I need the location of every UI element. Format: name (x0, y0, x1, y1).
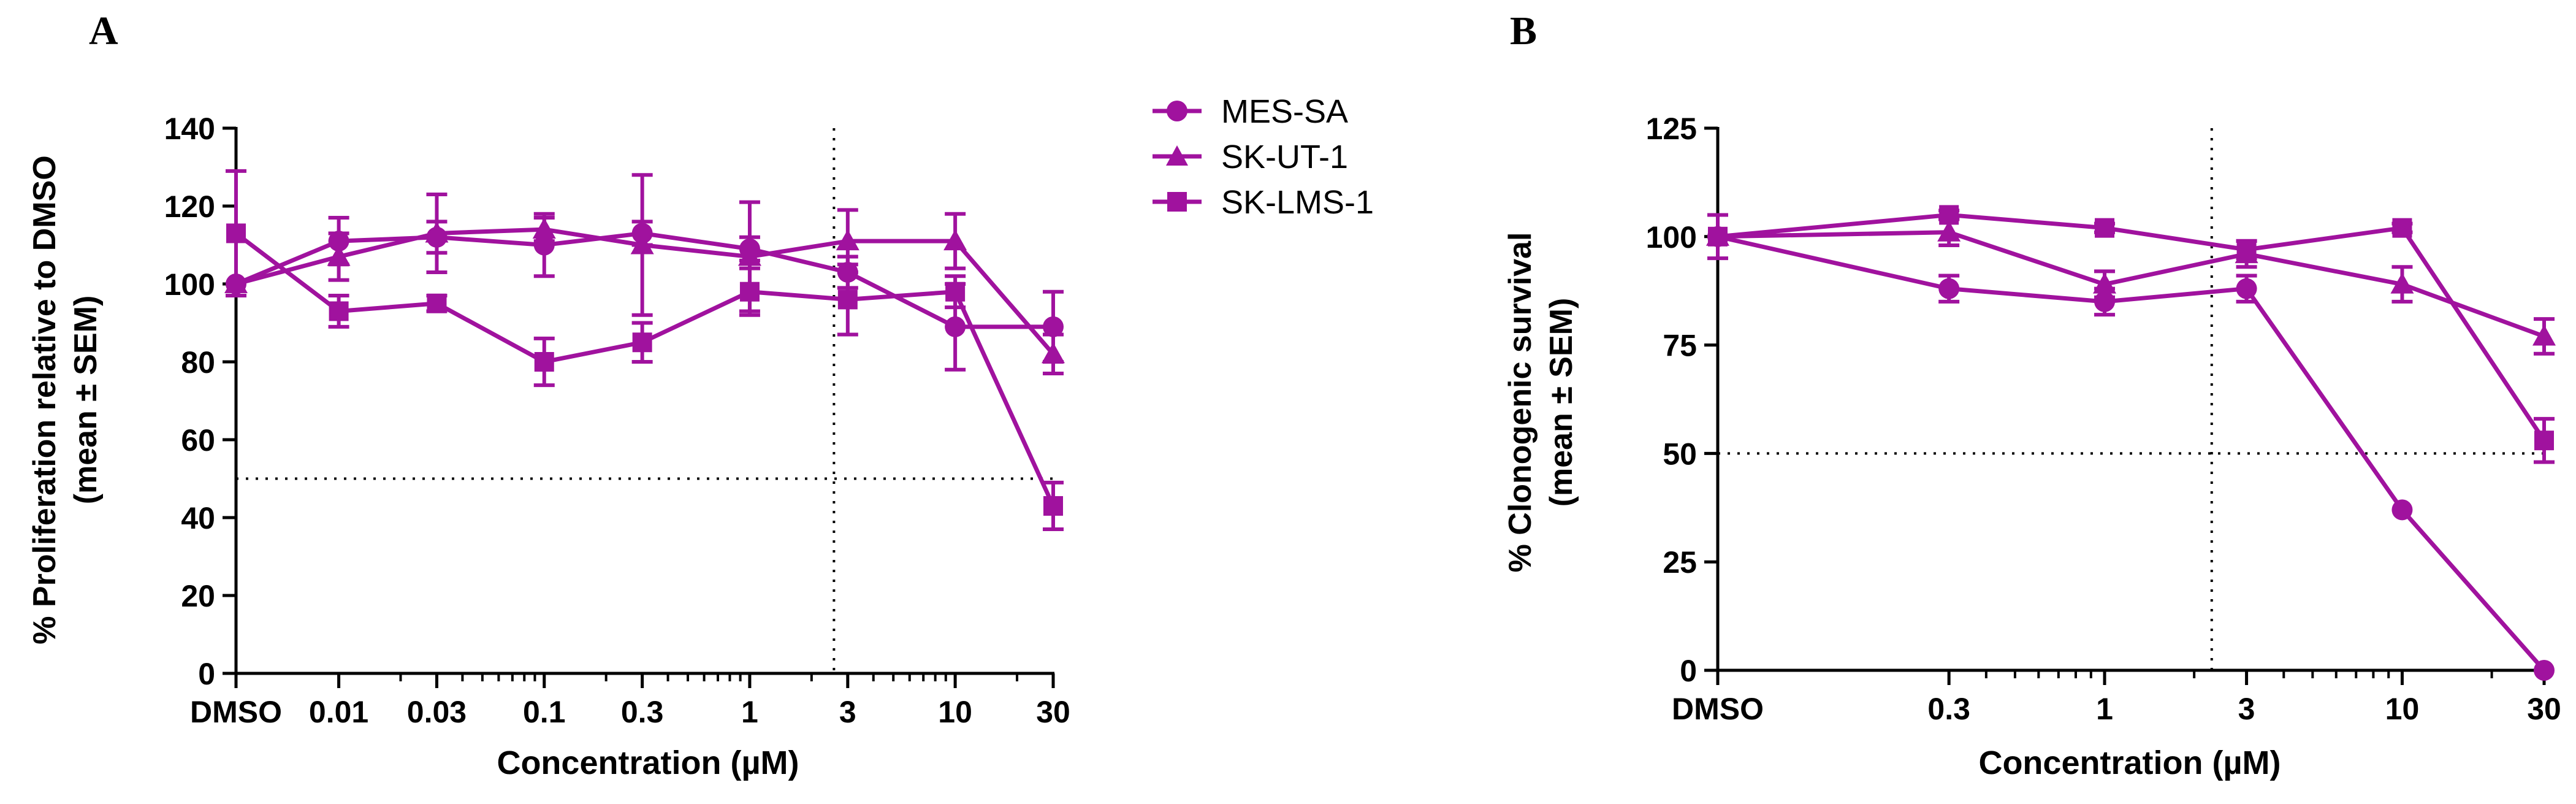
panel-b-point-sk-ut-1 (2390, 272, 2414, 294)
panel-a-y-tick-label: 120 (164, 190, 215, 224)
panel-b-point-sk-lms-1 (1939, 205, 1959, 225)
panel-a-point-mes-sa (945, 316, 966, 337)
panel-a-x-tick-label: 0.01 (309, 695, 368, 729)
panel-b-point-sk-ut-1 (2532, 324, 2556, 346)
panel-a-point-mes-sa (1043, 316, 1064, 337)
panel-a-y-tick-label: 80 (181, 345, 215, 380)
panel-a-point-sk-ut-1 (1042, 342, 1065, 364)
legend-item-mes-sa: MES-SA (1153, 93, 1348, 130)
panel-b-series-line-mes-sa (1717, 234, 2546, 672)
panel-b-y-tick-label: 0 (1680, 654, 1697, 688)
legend-square-marker (1167, 192, 1187, 212)
panel-b-point-sk-lms-1 (2236, 240, 2257, 260)
panel-b-series-line-sk-lms-1 (1717, 212, 2546, 442)
panel-b-x-tick-label: DMSO (1672, 692, 1764, 726)
panel-a-x-axis-title: Concentration (µM) (497, 745, 799, 781)
panel-b-x-axis-title: Concentration (µM) (1978, 745, 2281, 781)
panel-a-x-tick-label: 30 (1036, 695, 1070, 729)
legend-triangle-marker (1166, 145, 1188, 166)
panel-a-point-sk-ut-1 (425, 221, 449, 243)
legend-label-sk-lms-1: SK-LMS-1 (1221, 184, 1374, 221)
panel-b-y-tick-label: 100 (1646, 220, 1697, 255)
panel-a-plot: 0 20 40 60 80 100 120 140 DMSO 0.01 0.03 0.1 0.3 1 3 10… (164, 112, 1070, 729)
panel-b-series-line-sk-ut-1 (1717, 230, 2545, 339)
panel-b-point-sk-lms-1 (2534, 431, 2554, 451)
panel-b-plot: 0 25 50 75 100 125 DMSO 0.3 1 3 10 30 (1646, 112, 2561, 726)
panel-a-point-sk-lms-1 (534, 352, 554, 372)
panel-b-y-axis-title-line2: (mean ± SEM) (1544, 298, 1579, 507)
legend-item-sk-lms-1: SK-LMS-1 (1153, 184, 1374, 221)
panel-a-point-sk-lms-1 (945, 281, 966, 302)
panel-a-series-line-sk-lms-1 (234, 231, 1056, 507)
panel-b-y-tick-label: 25 (1663, 545, 1697, 580)
panel-b-y-tick-label: 125 (1646, 112, 1697, 146)
panel-b: B 0 25 50 75 100 125 DMSO 0.3 1 3 10 30 Concentrati… (1503, 9, 2561, 781)
legend-label-sk-ut-1: SK-UT-1 (1221, 139, 1348, 175)
panel-b-x-tick-label: 3 (2238, 692, 2255, 726)
panel-a-point-sk-lms-1 (329, 301, 349, 321)
panel-b-x-tick-label: 30 (2527, 692, 2561, 726)
panel-a-x-tick-label: 1 (741, 695, 758, 729)
panel-a-x-tick-label: 0.3 (621, 695, 664, 729)
panel-b-label: B (1510, 9, 1537, 53)
panel-a-y-tick-label: 60 (181, 423, 215, 458)
panel-a-point-sk-lms-1 (837, 289, 858, 310)
panel-a-x-tick-label: 3 (839, 695, 856, 729)
panel-a-y-tick-label: 20 (181, 579, 215, 613)
panel-a-y-axis-title-line1: % Proliferation relative to DMSO (27, 155, 63, 645)
panel-b-series-sk-ut-1 (1706, 217, 2556, 356)
panel-a-x-tick-label: 10 (938, 695, 972, 729)
panel-a-point-sk-lms-1 (1043, 496, 1063, 516)
panel-b-point-sk-lms-1 (1708, 226, 1728, 247)
legend-circle-marker (1167, 101, 1187, 121)
legend-item-sk-ut-1: SK-UT-1 (1153, 139, 1348, 175)
panel-b-point-mes-sa (1938, 278, 1960, 299)
panel-a-series-sk-lms-1 (226, 169, 1064, 532)
panel-a-point-sk-ut-1 (836, 229, 859, 251)
panel-b-series-sk-lms-1 (1707, 205, 2555, 464)
panel-a-point-sk-ut-1 (630, 233, 654, 255)
panel-a-point-sk-ut-1 (737, 245, 761, 266)
panel-a-label: A (89, 9, 118, 53)
panel-a-x-tick-label: 0.1 (523, 695, 566, 729)
panel-b-point-sk-ut-1 (2093, 272, 2117, 294)
panel-b-point-sk-lms-1 (2095, 218, 2115, 238)
panel-a-point-sk-lms-1 (632, 332, 652, 353)
panel-a-point-sk-lms-1 (739, 281, 760, 302)
panel-a-point-sk-ut-1 (327, 245, 351, 266)
panel-a-x-tick-label: 0.03 (407, 695, 467, 729)
panel-a-y-tick-label: 100 (164, 267, 215, 302)
panel-a-y-tick-label: 140 (164, 112, 215, 146)
panel-b-point-mes-sa (2534, 660, 2555, 681)
panel-a-point-sk-ut-1 (532, 218, 556, 239)
panel-a-y-tick-label: 0 (198, 657, 215, 691)
panel-b-y-tick-label: 50 (1663, 437, 1697, 471)
panel-a-point-sk-ut-1 (943, 229, 967, 251)
panel-b-point-mes-sa (2236, 278, 2257, 299)
panel-b-series-mes-sa (1707, 226, 2555, 681)
panel-a-y-tick-label: 40 (181, 501, 215, 535)
panel-b-x-tick-label: 10 (2385, 692, 2420, 726)
panel-a-point-sk-lms-1 (427, 293, 447, 313)
panel-b-x-tick-label: 0.3 (1927, 692, 1970, 726)
panel-a-x-tick-label: DMSO (190, 695, 282, 729)
panel-a-y-axis-title-line2: (mean ± SEM) (68, 296, 104, 505)
panel-b-x-tick-label: 1 (2096, 692, 2113, 726)
panel-b-point-mes-sa (2391, 499, 2413, 521)
panel-b-point-sk-ut-1 (1937, 220, 1961, 242)
legend: MES-SA SK-UT-1 SK-LMS-1 (1153, 93, 1374, 221)
panel-a: A 0 20 40 60 80 100 120 140 DMSO 0.01 0.03 0.1 0.3 1 3… (27, 9, 1070, 781)
panel-b-y-axis-title-line1: % Clonogenic survival (1503, 232, 1538, 573)
panel-b-y-tick-label: 75 (1663, 329, 1697, 363)
panel-a-point-sk-lms-1 (226, 223, 246, 243)
legend-label-mes-sa: MES-SA (1221, 93, 1348, 130)
panel-b-point-sk-lms-1 (2392, 218, 2412, 238)
